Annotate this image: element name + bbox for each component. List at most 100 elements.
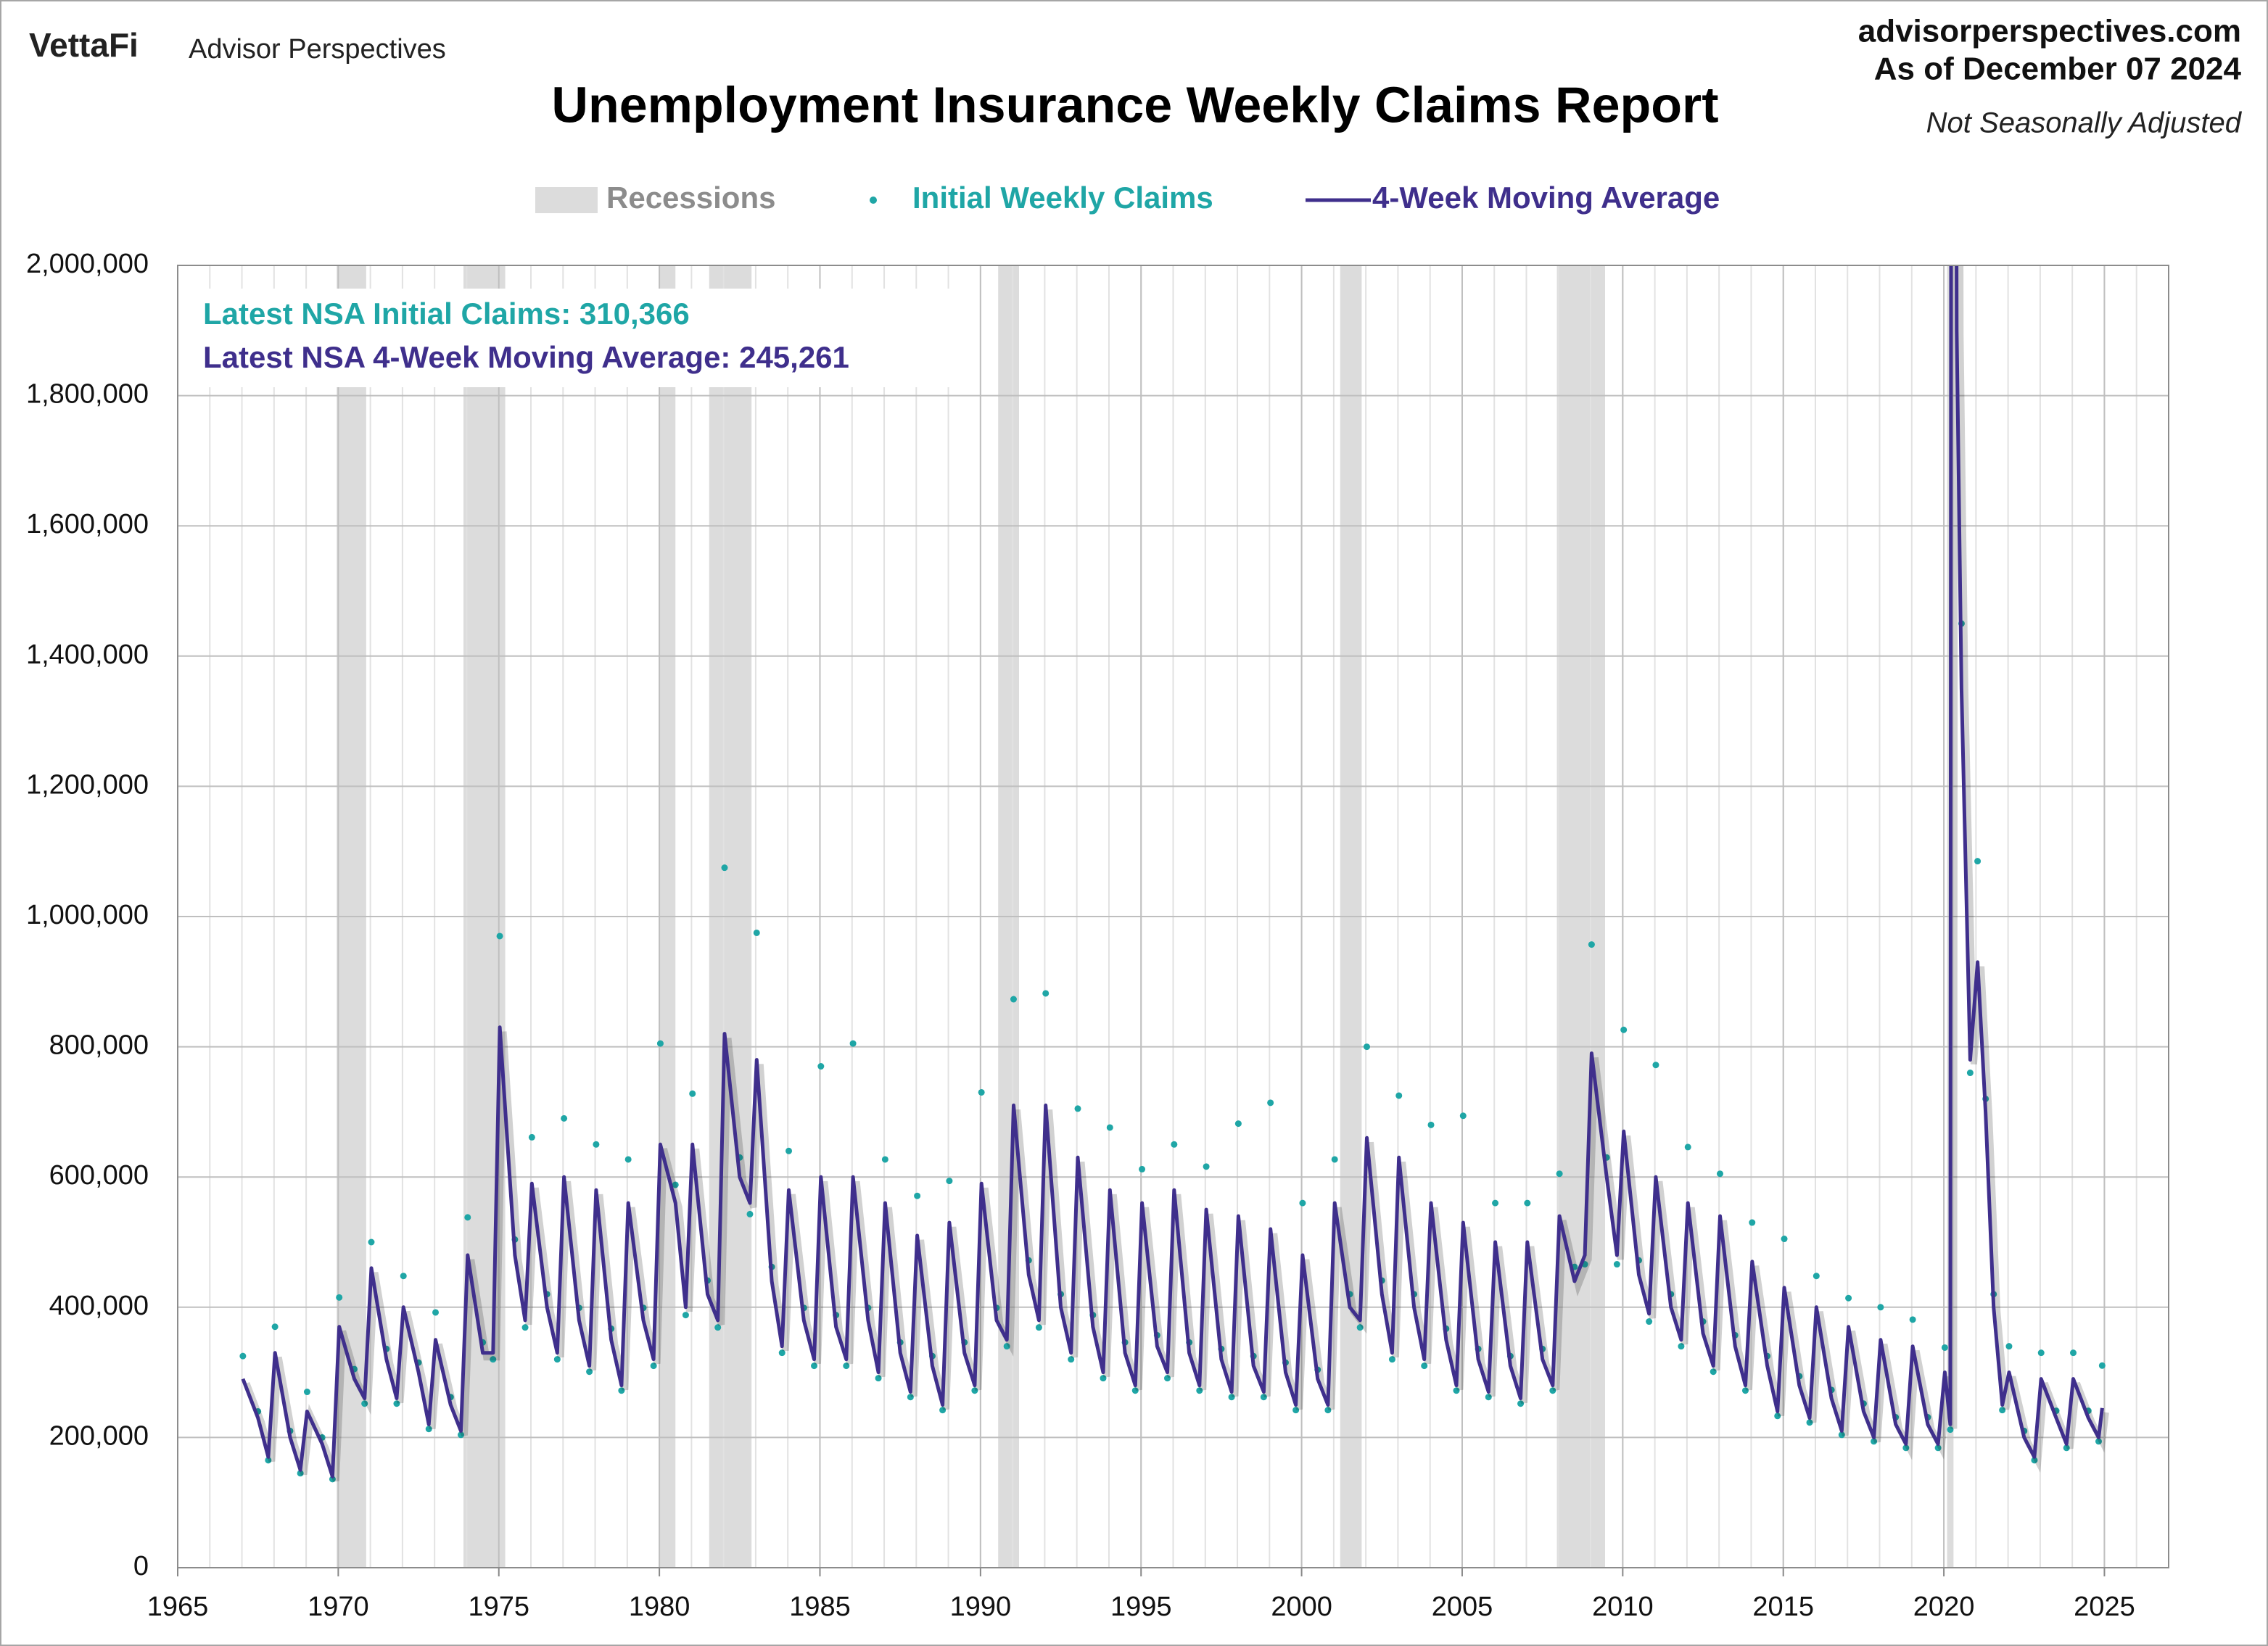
y-tick-label: 1,400,000 <box>26 640 149 670</box>
legend-label: Initial Weekly Claims <box>912 181 1213 215</box>
claim-dot <box>618 1387 625 1394</box>
claim-dot <box>971 1387 978 1394</box>
claim-dot <box>1902 1444 1910 1452</box>
claim-dot <box>1035 1324 1042 1331</box>
claim-dot <box>271 1323 279 1331</box>
claim-dot <box>1228 1394 1235 1401</box>
claim-dot <box>2063 1444 2070 1452</box>
claim-dot <box>2037 1349 2045 1357</box>
claim-dot <box>907 1394 914 1401</box>
chart-title: Unemployment Insurance Weekly Claims Rep… <box>551 76 1718 133</box>
claim-dot <box>1909 1316 1916 1323</box>
y-tick-label: 200,000 <box>49 1420 149 1451</box>
claim-dot <box>778 1349 785 1357</box>
claim-dot <box>1934 1444 1942 1452</box>
x-tick-label: 1970 <box>308 1592 369 1622</box>
claim-dot <box>1068 1356 1075 1363</box>
annotation: Latest NSA Initial Claims: 310,366 <box>203 297 690 331</box>
claim-dot <box>432 1309 440 1316</box>
claim-dot <box>368 1238 375 1246</box>
claim-dot <box>1652 1062 1659 1069</box>
claim-dot <box>1588 941 1595 948</box>
y-tick-label: 800,000 <box>49 1030 149 1061</box>
claim-dot <box>1646 1318 1653 1326</box>
claim-dot <box>1292 1407 1300 1414</box>
claim-dot <box>1395 1092 1403 1099</box>
claim-dot <box>361 1400 368 1407</box>
claim-dot <box>1203 1163 1210 1170</box>
claim-dot <box>650 1362 657 1370</box>
claim-dot <box>1492 1199 1499 1207</box>
claim-dot <box>946 1178 953 1185</box>
x-tick-label: 1990 <box>950 1592 1012 1622</box>
claim-dot <box>1139 1165 1146 1173</box>
claim-dot <box>689 1090 696 1097</box>
y-tick-label: 600,000 <box>49 1160 149 1191</box>
claim-dot <box>1749 1219 1756 1226</box>
claim-dot <box>1613 1261 1620 1268</box>
x-tick-label: 2000 <box>1271 1592 1332 1622</box>
claim-dot <box>239 1352 247 1360</box>
claim-dot <box>811 1362 818 1370</box>
grid <box>177 265 2169 1568</box>
x-tick-label: 1985 <box>789 1592 851 1622</box>
claim-dot <box>1813 1273 1820 1280</box>
x-tick-label: 1995 <box>1110 1592 1172 1622</box>
claim-dot <box>817 1063 825 1070</box>
claim-dot <box>1524 1199 1531 1207</box>
claim-dot <box>1716 1170 1723 1178</box>
claim-dot <box>1710 1368 1717 1376</box>
claim-dot <box>1042 990 1050 997</box>
claim-dot <box>2098 1362 2106 1369</box>
annotation-box <box>196 289 950 387</box>
y-tick-label: 1,000,000 <box>26 900 149 930</box>
claim-dot <box>1974 858 1982 865</box>
claim-dot <box>682 1312 689 1319</box>
claim-dot <box>393 1400 400 1407</box>
x-tick-label: 2005 <box>1432 1592 1493 1622</box>
claim-dot <box>553 1356 561 1363</box>
claim-dot <box>1549 1387 1556 1394</box>
claim-dot <box>1363 1043 1370 1051</box>
claim-dot <box>1196 1387 1203 1394</box>
y-tick-label: 2,000,000 <box>26 249 149 279</box>
claim-dot <box>464 1214 471 1221</box>
claim-dot <box>303 1389 310 1396</box>
claim-dot <box>1774 1413 1781 1420</box>
y-tick-label: 400,000 <box>49 1291 149 1321</box>
claim-dot <box>1806 1419 1813 1426</box>
x-tick-label: 2010 <box>1592 1592 1654 1622</box>
claim-dot <box>843 1362 850 1370</box>
claim-dot <box>1421 1362 1428 1370</box>
claim-dot <box>1845 1294 1852 1302</box>
claim-dot <box>586 1368 593 1376</box>
claim-dot <box>714 1324 722 1331</box>
axes: 0 200,000 400,000 600,000 800,000 1,000,000 1,… <box>26 249 2169 1622</box>
y-tick-label: 1,200,000 <box>26 769 149 800</box>
claim-dot <box>785 1147 793 1154</box>
claim-dot <box>561 1114 568 1122</box>
claim-dot <box>1459 1112 1467 1120</box>
brand-sub: Advisor Perspectives <box>189 34 446 65</box>
claim-dot <box>1941 1344 1948 1351</box>
claim-dot <box>881 1156 888 1163</box>
claim-dot <box>2070 1349 2077 1357</box>
y-tick-label: 1,800,000 <box>26 379 149 410</box>
claim-dot <box>1003 1343 1010 1350</box>
claim-dot <box>1684 1143 1691 1151</box>
legend-swatch <box>870 197 877 204</box>
claim-dot <box>1010 996 1017 1003</box>
claim-dot <box>1453 1387 1460 1394</box>
claim-dot <box>1838 1431 1845 1439</box>
x-tick-label: 1975 <box>468 1592 529 1622</box>
brand: VettaFi <box>29 26 139 64</box>
claim-dot <box>624 1156 632 1163</box>
plot-border <box>177 265 2169 1568</box>
claim-dot <box>721 864 728 872</box>
note: Not Seasonally Adjusted <box>1926 107 2243 139</box>
annotation: Latest NSA 4-Week Moving Average: 245,26… <box>203 340 849 374</box>
claim-dot <box>496 932 503 940</box>
y-tick-label: 0 <box>133 1551 149 1581</box>
x-tick-label: 2015 <box>1752 1592 1814 1622</box>
